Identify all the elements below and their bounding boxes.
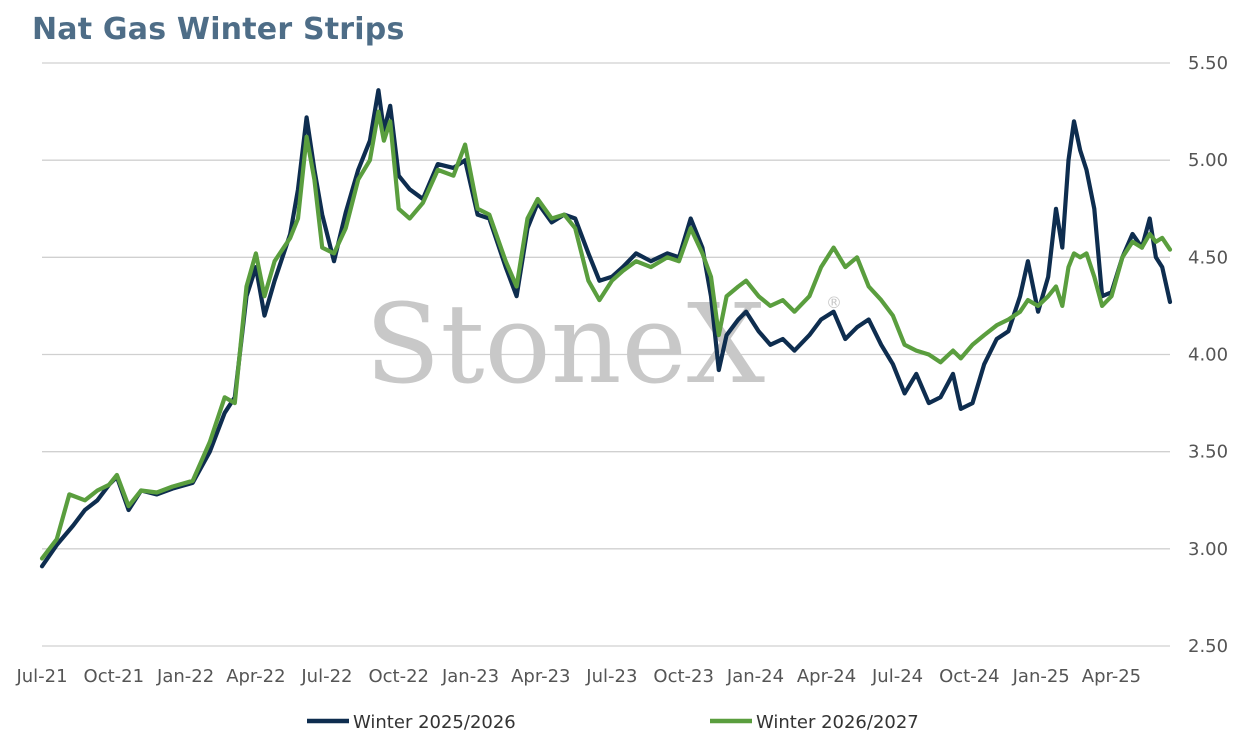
x-tick-label: Jan-23 bbox=[441, 666, 499, 687]
watermark-text: StoneX bbox=[365, 280, 765, 408]
watermark-registered-mark: ® bbox=[826, 293, 842, 312]
x-tick-label: Oct-24 bbox=[939, 666, 1000, 687]
x-tick-label: Oct-23 bbox=[653, 666, 714, 687]
grid-lines bbox=[42, 62, 1170, 647]
legend-label: Winter 2025/2026 bbox=[353, 712, 516, 733]
y-tick-label: 4.00 bbox=[1188, 345, 1228, 366]
series-line-2 bbox=[39, 109, 1173, 561]
x-tick-label: Apr-23 bbox=[511, 666, 570, 687]
x-axis-ticks: Jul-21 Oct-21 Jan-22 Apr-22 Jul-22 Oct-22 Jan-… bbox=[15, 666, 1141, 687]
x-tick-label: Jul-21 bbox=[15, 666, 67, 687]
x-tick-label: Apr-22 bbox=[226, 666, 285, 687]
legend-label: Winter 2026/2027 bbox=[756, 712, 919, 733]
x-tick-label: Jan-24 bbox=[726, 666, 784, 687]
y-tick-label: 4.50 bbox=[1188, 247, 1228, 268]
y-tick-label: 5.50 bbox=[1188, 53, 1228, 74]
series-lines bbox=[39, 88, 1173, 569]
y-tick-label: 3.50 bbox=[1188, 442, 1228, 463]
x-tick-label: Apr-25 bbox=[1082, 666, 1141, 687]
x-tick-label: Oct-22 bbox=[368, 666, 429, 687]
x-tick-label: Jan-22 bbox=[156, 666, 214, 687]
y-tick-label: 3.00 bbox=[1188, 539, 1228, 560]
x-tick-label: Jul-22 bbox=[300, 666, 352, 687]
y-tick-label: 5.00 bbox=[1188, 150, 1228, 171]
x-tick-label: Jan-25 bbox=[1012, 666, 1070, 687]
watermark: StoneX ® bbox=[365, 280, 842, 408]
x-tick-label: Jul-23 bbox=[585, 666, 637, 687]
series-line-1 bbox=[39, 88, 1173, 569]
chart-title: Nat Gas Winter Strips bbox=[32, 12, 405, 47]
y-tick-label: 2.50 bbox=[1188, 636, 1228, 657]
x-tick-label: Apr-24 bbox=[797, 666, 856, 687]
legend: Winter 2025/2026 Winter 2026/2027 bbox=[307, 712, 919, 733]
y-axis-ticks: 5.50 5.00 4.50 4.00 3.50 3.00 2.50 bbox=[1188, 53, 1228, 657]
x-tick-label: Oct-21 bbox=[84, 666, 145, 687]
x-tick-label: Jul-24 bbox=[871, 666, 923, 687]
